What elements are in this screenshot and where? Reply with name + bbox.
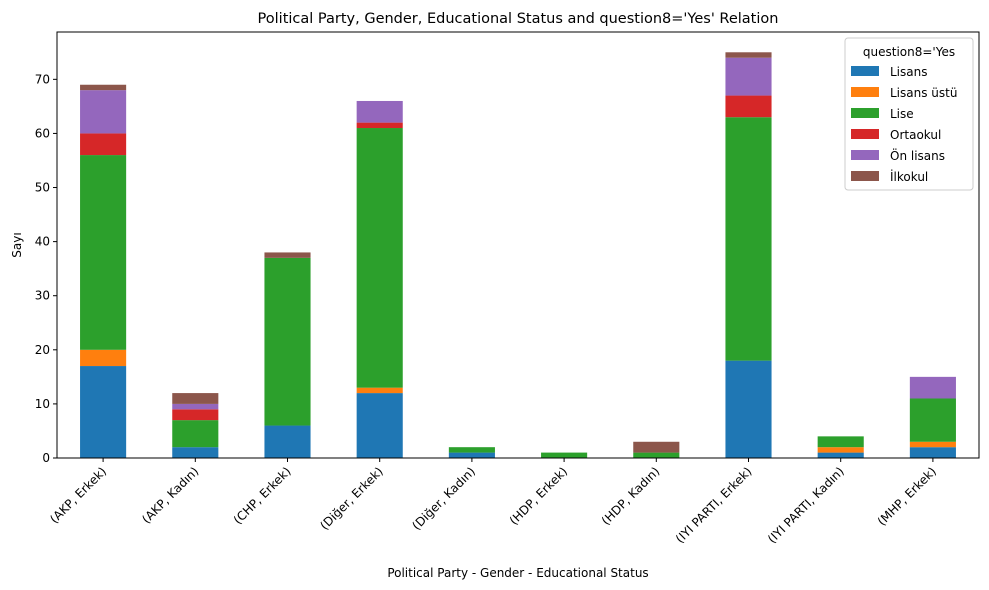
y-tick-label: 50 bbox=[35, 181, 50, 195]
bar-segment bbox=[725, 57, 772, 96]
legend-label: İlkokul bbox=[890, 169, 928, 184]
bar-segment bbox=[172, 409, 219, 421]
bar-segment bbox=[80, 155, 127, 350]
bar-segment bbox=[633, 441, 680, 453]
bar-segment bbox=[80, 84, 127, 91]
bar-segment bbox=[356, 128, 403, 388]
x-axis-label: Political Party - Gender - Educational S… bbox=[387, 566, 648, 580]
legend-label: Lisans bbox=[890, 65, 927, 79]
legend-swatch bbox=[851, 87, 879, 97]
legend-swatch bbox=[851, 108, 879, 118]
bar-segment bbox=[172, 393, 219, 404]
plot-frame bbox=[56, 31, 980, 459]
legend-swatch bbox=[851, 129, 879, 139]
bar-segment bbox=[448, 447, 495, 453]
bar-segment bbox=[909, 376, 956, 399]
legend-label: Ön lisans bbox=[890, 147, 945, 163]
legend-swatch bbox=[851, 66, 879, 76]
x-tick-label: (AKP, Erkek) bbox=[47, 464, 109, 526]
chart-title: Political Party, Gender, Educational Sta… bbox=[258, 11, 779, 27]
x-tick-label: (AKP, Kadın) bbox=[139, 464, 201, 526]
bar-segment bbox=[80, 90, 127, 134]
bar-segment bbox=[264, 257, 311, 426]
bar-segment bbox=[264, 425, 311, 458]
x-tick-label: (Diğer, Kadın) bbox=[409, 464, 478, 533]
x-tick-label: (IYI PARTI, Erkek) bbox=[673, 464, 755, 546]
x-tick-label: (HDP, Erkek) bbox=[507, 464, 571, 528]
bar-segment bbox=[817, 447, 864, 453]
legend-swatch bbox=[851, 171, 879, 181]
x-tick-label: (Diğer, Erkek) bbox=[317, 464, 386, 533]
bar-segment bbox=[541, 452, 588, 458]
bar-segment bbox=[725, 360, 772, 458]
y-tick-label: 40 bbox=[35, 235, 50, 249]
bar-segment bbox=[817, 452, 864, 458]
legend-items: Lisans Lisans üstü Lise Ortaokul Ön lisans İl… bbox=[851, 65, 957, 184]
bar-segment bbox=[909, 441, 956, 448]
legend-label: Ortaokul bbox=[890, 128, 941, 142]
bar-segment bbox=[172, 420, 219, 448]
y-tick-label: 60 bbox=[35, 126, 50, 140]
legend: question8='Yes Lisans Lisans üstü Lise Orta… bbox=[844, 37, 974, 191]
bar-segment bbox=[725, 52, 772, 58]
bar-segment bbox=[725, 95, 772, 118]
legend-label: Lisans üstü bbox=[890, 86, 957, 100]
bar-segment bbox=[356, 100, 403, 123]
bar-segment bbox=[80, 133, 127, 156]
bar-segment bbox=[356, 387, 403, 394]
legend-swatch bbox=[851, 150, 879, 160]
bar-segment bbox=[172, 403, 219, 410]
y-tick-label: 0 bbox=[42, 451, 50, 465]
x-tick-label: (MHP, Erkek) bbox=[875, 464, 939, 528]
bar-segment bbox=[909, 398, 956, 442]
bar-segment bbox=[80, 366, 127, 458]
y-tick-label: 70 bbox=[35, 72, 50, 86]
bar-segment bbox=[80, 349, 127, 367]
y-ticks-group: 0 10 20 30 40 50 60 70 bbox=[35, 72, 57, 465]
legend-label: Lise bbox=[890, 107, 914, 121]
bar-segment bbox=[172, 447, 219, 458]
bar-segment bbox=[817, 436, 864, 448]
bar-segment bbox=[356, 122, 403, 129]
bar-segment bbox=[356, 393, 403, 458]
bar-segment bbox=[448, 452, 495, 458]
bar-segment bbox=[633, 452, 680, 458]
bar-segment bbox=[909, 447, 956, 458]
x-tick-label: (CHP, Erkek) bbox=[231, 464, 294, 527]
x-tick-label: (IYI PARTI, Kadın) bbox=[765, 464, 847, 546]
bar-segment bbox=[264, 252, 311, 258]
bars-group bbox=[80, 52, 956, 458]
legend-title: question8='Yes bbox=[863, 45, 955, 59]
x-ticks-group: (AKP, Erkek) (AKP, Kadın) (CHP, Erkek) (Diğ… bbox=[47, 458, 939, 546]
bar-segment bbox=[725, 117, 772, 361]
y-tick-label: 30 bbox=[35, 289, 50, 303]
y-axis-label: Sayı bbox=[10, 232, 24, 257]
y-tick-label: 20 bbox=[35, 343, 50, 357]
y-tick-label: 10 bbox=[35, 397, 50, 411]
x-tick-label: (HDP, Kadın) bbox=[599, 464, 663, 528]
